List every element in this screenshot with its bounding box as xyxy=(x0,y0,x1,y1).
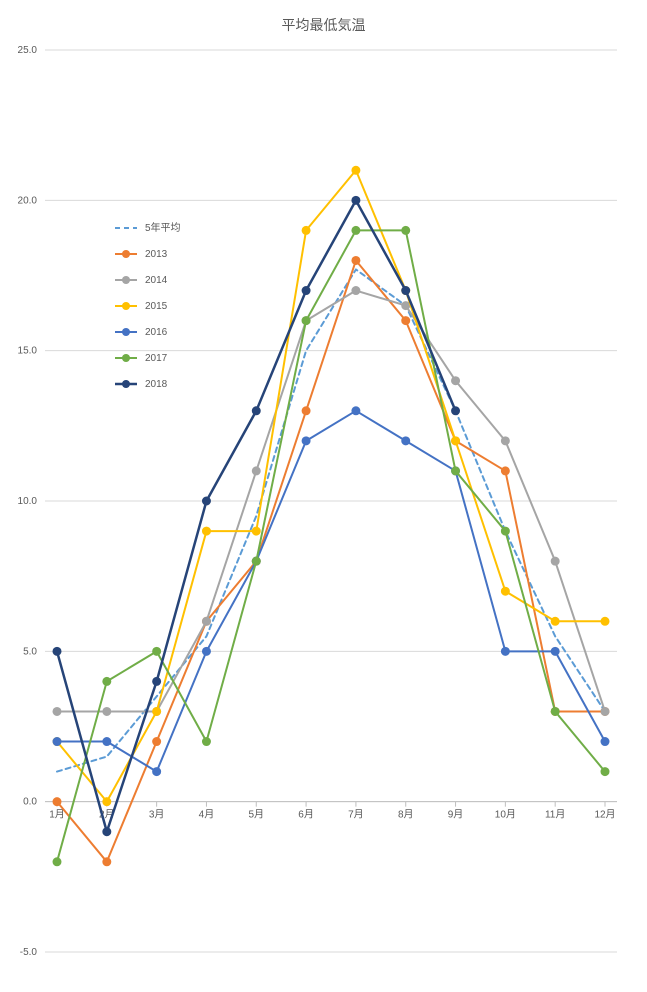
series-marker xyxy=(53,738,61,746)
x-tick-label: 6月 xyxy=(298,809,314,821)
y-tick-label: 20.0 xyxy=(18,195,38,206)
series-marker xyxy=(103,858,111,866)
series-marker xyxy=(103,828,111,836)
series-marker xyxy=(452,377,460,385)
series-marker xyxy=(302,317,310,325)
series-marker xyxy=(103,798,111,806)
series-marker xyxy=(202,647,210,655)
series-marker xyxy=(103,707,111,715)
line-chart: 平均最低気温-5.00.05.010.015.020.025.01月2月3月4月… xyxy=(0,0,647,992)
x-tick-label: 4月 xyxy=(199,809,215,821)
y-tick-label: 15.0 xyxy=(18,346,38,357)
x-tick-label: 5月 xyxy=(248,809,264,821)
legend-label: 2016 xyxy=(145,327,168,338)
series-marker xyxy=(252,467,260,475)
series-marker xyxy=(452,467,460,475)
legend-marker xyxy=(122,276,130,284)
series-marker xyxy=(402,287,410,295)
x-tick-label: 7月 xyxy=(348,809,364,821)
x-tick-label: 11月 xyxy=(545,809,565,821)
series-marker xyxy=(352,407,360,415)
series-marker xyxy=(302,437,310,445)
series-marker xyxy=(252,527,260,535)
series-marker xyxy=(153,677,161,685)
series-marker xyxy=(103,738,111,746)
series-marker xyxy=(252,557,260,565)
series-marker xyxy=(501,437,509,445)
series-marker xyxy=(501,527,509,535)
series-marker xyxy=(551,617,559,625)
series-marker xyxy=(551,557,559,565)
series-marker xyxy=(153,707,161,715)
series-marker xyxy=(601,617,609,625)
series-marker xyxy=(551,707,559,715)
legend-label: 2017 xyxy=(145,353,168,364)
series-marker xyxy=(302,226,310,234)
series-marker xyxy=(53,858,61,866)
x-tick-label: 3月 xyxy=(149,809,165,821)
series-marker xyxy=(153,768,161,776)
legend-label: 2015 xyxy=(145,301,168,312)
legend-label: 5年平均 xyxy=(145,221,181,234)
series-marker xyxy=(352,166,360,174)
series-marker xyxy=(352,196,360,204)
legend-marker xyxy=(122,354,130,362)
series-marker xyxy=(202,738,210,746)
x-tick-label: 8月 xyxy=(398,809,414,821)
x-tick-label: 10月 xyxy=(495,809,516,821)
series-marker xyxy=(601,707,609,715)
y-tick-label: 25.0 xyxy=(18,45,38,56)
series-marker xyxy=(452,407,460,415)
x-tick-label: 12月 xyxy=(594,809,615,821)
series-marker xyxy=(352,287,360,295)
legend-label: 2013 xyxy=(145,249,168,260)
y-tick-label: -5.0 xyxy=(20,947,38,958)
legend-marker xyxy=(122,328,130,336)
series-marker xyxy=(53,798,61,806)
y-tick-label: 5.0 xyxy=(23,646,37,657)
series-marker xyxy=(501,647,509,655)
series-marker xyxy=(53,647,61,655)
x-tick-label: 9月 xyxy=(448,809,464,821)
series-marker xyxy=(103,677,111,685)
series-marker xyxy=(153,738,161,746)
series-marker xyxy=(402,437,410,445)
y-tick-label: 10.0 xyxy=(18,496,38,507)
y-tick-label: 0.0 xyxy=(23,797,37,808)
series-marker xyxy=(352,256,360,264)
series-marker xyxy=(252,407,260,415)
legend-label: 2014 xyxy=(145,275,168,286)
legend-marker xyxy=(122,302,130,310)
series-marker xyxy=(202,617,210,625)
series-marker xyxy=(402,226,410,234)
series-marker xyxy=(302,287,310,295)
series-marker xyxy=(202,497,210,505)
legend-label: 2018 xyxy=(145,379,168,390)
legend-marker xyxy=(122,380,130,388)
series-marker xyxy=(402,302,410,310)
series-marker xyxy=(501,587,509,595)
x-tick-label: 1月 xyxy=(49,809,65,821)
chart-title: 平均最低気温 xyxy=(282,17,366,33)
series-marker xyxy=(352,226,360,234)
series-marker xyxy=(202,527,210,535)
series-marker xyxy=(452,437,460,445)
series-marker xyxy=(153,647,161,655)
series-marker xyxy=(601,768,609,776)
series-marker xyxy=(551,647,559,655)
legend-marker xyxy=(122,250,130,258)
series-marker xyxy=(601,738,609,746)
series-marker xyxy=(402,317,410,325)
chart-container: 平均最低気温-5.00.05.010.015.020.025.01月2月3月4月… xyxy=(0,0,647,992)
series-marker xyxy=(302,407,310,415)
series-marker xyxy=(53,707,61,715)
series-marker xyxy=(501,467,509,475)
